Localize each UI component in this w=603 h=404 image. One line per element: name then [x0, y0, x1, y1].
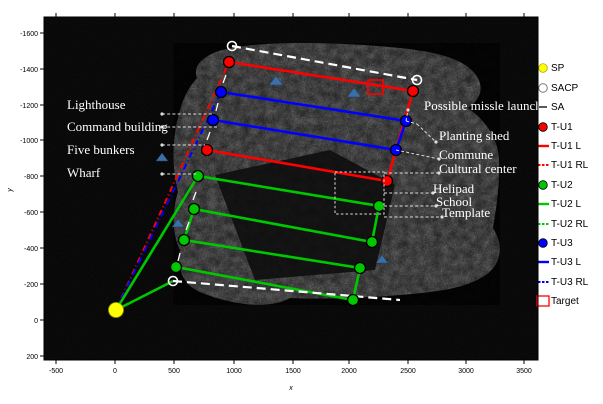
- svg-text:Target: Target: [551, 296, 579, 307]
- svg-text:Template: Template: [442, 205, 490, 220]
- svg-text:-500: -500: [49, 368, 63, 375]
- svg-text:T-U1: T-U1: [551, 122, 573, 133]
- svg-text:-1000: -1000: [20, 138, 38, 145]
- svg-text:y: y: [7, 188, 14, 193]
- svg-text:200: 200: [26, 354, 38, 361]
- svg-text:-1400: -1400: [20, 67, 38, 74]
- svg-text:-800: -800: [24, 174, 38, 181]
- svg-text:Five bunkers: Five bunkers: [67, 142, 135, 157]
- svg-text:-200: -200: [24, 282, 38, 289]
- svg-text:Wharf: Wharf: [67, 165, 101, 180]
- svg-text:T-U2: T-U2: [551, 180, 573, 191]
- svg-text:T-U2 L: T-U2 L: [551, 199, 581, 210]
- svg-text:3000: 3000: [458, 368, 474, 375]
- svg-text:0: 0: [113, 368, 117, 375]
- svg-text:3500: 3500: [516, 368, 532, 375]
- svg-text:Commune: Commune: [439, 147, 493, 162]
- svg-text:SACP: SACP: [551, 83, 579, 94]
- svg-text:T-U1 L: T-U1 L: [551, 141, 581, 152]
- svg-text:1000: 1000: [226, 368, 242, 375]
- svg-text:SP: SP: [551, 63, 565, 74]
- svg-text:Planting shed: Planting shed: [439, 128, 510, 143]
- svg-text:x: x: [288, 385, 293, 392]
- svg-text:-600: -600: [24, 210, 38, 217]
- svg-text:Lighthouse: Lighthouse: [67, 97, 126, 112]
- svg-text:Command building: Command building: [67, 119, 168, 134]
- svg-text:Cultural center: Cultural center: [439, 161, 517, 176]
- svg-text:2500: 2500: [400, 368, 416, 375]
- svg-text:500: 500: [168, 368, 180, 375]
- svg-text:Possible missle launcher: Possible missle launcher: [424, 98, 552, 113]
- svg-text:T-U2 RL: T-U2 RL: [551, 219, 589, 230]
- svg-text:0: 0: [34, 318, 38, 325]
- svg-text:T-U3 RL: T-U3 RL: [551, 277, 589, 288]
- svg-text:T-U3: T-U3: [551, 238, 573, 249]
- svg-text:SA: SA: [551, 102, 565, 113]
- svg-text:1500: 1500: [285, 368, 301, 375]
- svg-text:2000: 2000: [341, 368, 357, 375]
- svg-text:T-U3 L: T-U3 L: [551, 257, 581, 268]
- svg-text:-1600: -1600: [20, 31, 38, 38]
- svg-text:-1200: -1200: [20, 103, 38, 110]
- svg-text:-400: -400: [24, 246, 38, 253]
- svg-text:T-U1 RL: T-U1 RL: [551, 160, 589, 171]
